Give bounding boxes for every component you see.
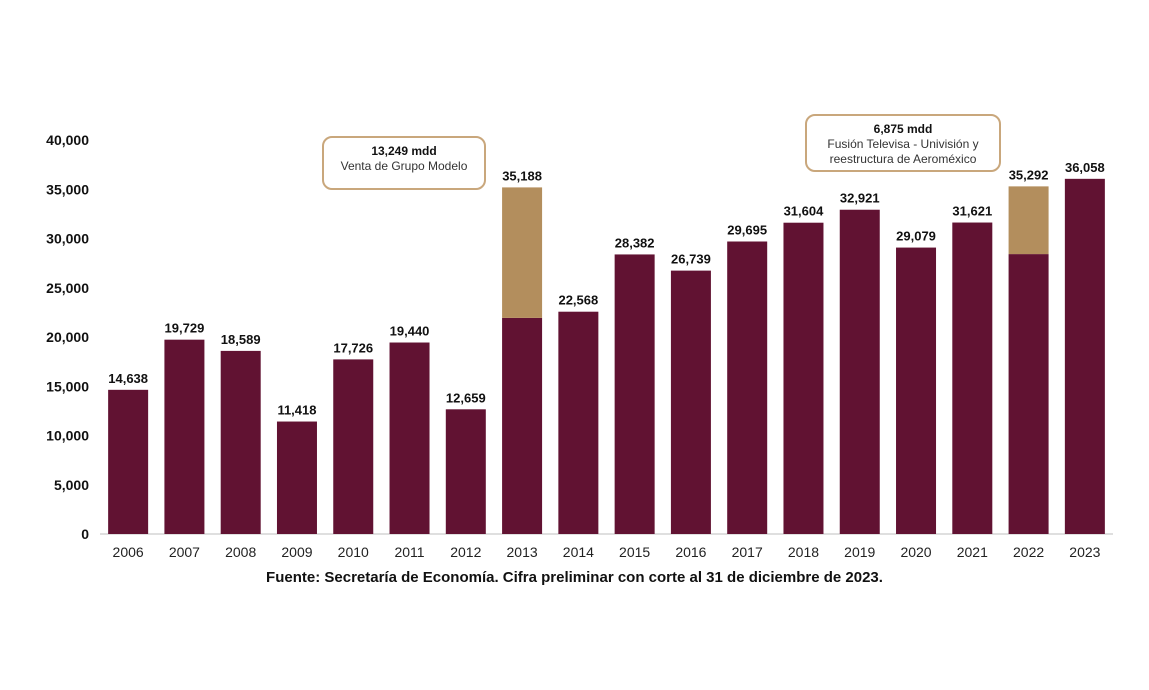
- x-tick-label-2014: 2014: [563, 544, 594, 560]
- annotation-value: 13,249 mdd: [371, 144, 437, 158]
- bar-2012: [445, 409, 486, 534]
- x-tick-label-2008: 2008: [225, 544, 256, 560]
- data-label-2021: 31,621: [952, 204, 992, 219]
- bar-2013: [502, 317, 543, 534]
- data-label-2017: 29,695: [727, 223, 767, 238]
- data-label-2009: 11,418: [277, 403, 316, 418]
- bar-2022: [1008, 254, 1049, 535]
- data-label-2015: 28,382: [615, 235, 655, 250]
- annotation-value: 6,875 mdd: [873, 122, 933, 136]
- x-tick-label-2020: 2020: [900, 544, 931, 560]
- data-label-2018: 31,604: [784, 204, 825, 219]
- bar-2018: [783, 222, 824, 534]
- bar-2009: [276, 421, 317, 534]
- x-tick-label-2021: 2021: [957, 544, 988, 560]
- data-label-2010: 17,726: [333, 340, 373, 355]
- bar-2017: [727, 241, 768, 534]
- bar-2019: [839, 209, 880, 534]
- bar-2015: [614, 254, 655, 534]
- x-tick-label-2013: 2013: [507, 544, 538, 560]
- data-label-2019: 32,921: [840, 191, 880, 206]
- x-tick-label-2019: 2019: [844, 544, 875, 560]
- data-label-2016: 26,739: [671, 252, 711, 267]
- bar-2022-extra: [1008, 186, 1049, 255]
- data-label-2013: 35,188: [502, 168, 542, 183]
- bar-2006: [108, 389, 149, 534]
- x-tick-label-2018: 2018: [788, 544, 819, 560]
- y-tick-label: 15,000: [46, 378, 89, 394]
- bar-2007: [164, 339, 205, 534]
- bar-2010: [333, 359, 374, 534]
- y-tick-label: 25,000: [46, 280, 89, 296]
- x-tick-label-2022: 2022: [1013, 544, 1044, 560]
- x-tick-label-2007: 2007: [169, 544, 200, 560]
- x-tick-label-2011: 2011: [394, 544, 424, 560]
- annotation-text: reestructura de Aeroméxico: [829, 152, 977, 166]
- data-label-2008: 18,589: [221, 332, 261, 347]
- annotation-2013: 13,249 mdd Venta de Grupo Modelo: [322, 136, 486, 190]
- x-tick-label-2016: 2016: [675, 544, 706, 560]
- x-tick-label-2006: 2006: [113, 544, 144, 560]
- annotation-text: Venta de Grupo Modelo: [340, 159, 468, 173]
- annotation-2022: 6,875 mdd Fusión Televisa - Univisión y …: [805, 114, 1001, 172]
- x-tick-label-2012: 2012: [450, 544, 481, 560]
- x-tick-label-2009: 2009: [281, 544, 312, 560]
- data-label-2011: 19,440: [390, 324, 430, 339]
- data-label-2012: 12,659: [446, 390, 486, 405]
- x-tick-label-2015: 2015: [619, 544, 650, 560]
- y-tick-label: 0: [81, 526, 89, 542]
- data-label-2014: 22,568: [558, 293, 598, 308]
- data-label-2023: 36,058: [1065, 160, 1105, 175]
- x-tick-label-2017: 2017: [732, 544, 763, 560]
- x-tick-label-2023: 2023: [1069, 544, 1100, 560]
- bar-2011: [389, 342, 430, 534]
- source-note: Fuente: Secretaría de Economía. Cifra pr…: [266, 569, 883, 586]
- y-tick-label: 20,000: [46, 329, 89, 345]
- data-label-2020: 29,079: [896, 229, 936, 244]
- data-label-2022: 35,292: [1009, 167, 1049, 182]
- bar-2020: [896, 247, 937, 535]
- x-tick-label-2010: 2010: [338, 544, 369, 560]
- y-tick-label: 5,000: [54, 477, 89, 493]
- data-label-2006: 14,638: [108, 371, 148, 386]
- y-tick-label: 10,000: [46, 428, 89, 444]
- bar-2021: [952, 222, 993, 535]
- bar-2016: [670, 270, 711, 534]
- annotation-text: Fusión Televisa - Univisión y: [827, 137, 979, 151]
- bar-2014: [558, 311, 599, 534]
- y-tick-label: 35,000: [46, 181, 89, 197]
- bar-2013-extra: [502, 187, 543, 318]
- data-label-2007: 19,729: [165, 321, 205, 336]
- bar-2023: [1064, 178, 1105, 534]
- y-tick-label: 30,000: [46, 231, 89, 247]
- y-tick-label: 40,000: [46, 132, 89, 148]
- bar-2008: [220, 350, 261, 534]
